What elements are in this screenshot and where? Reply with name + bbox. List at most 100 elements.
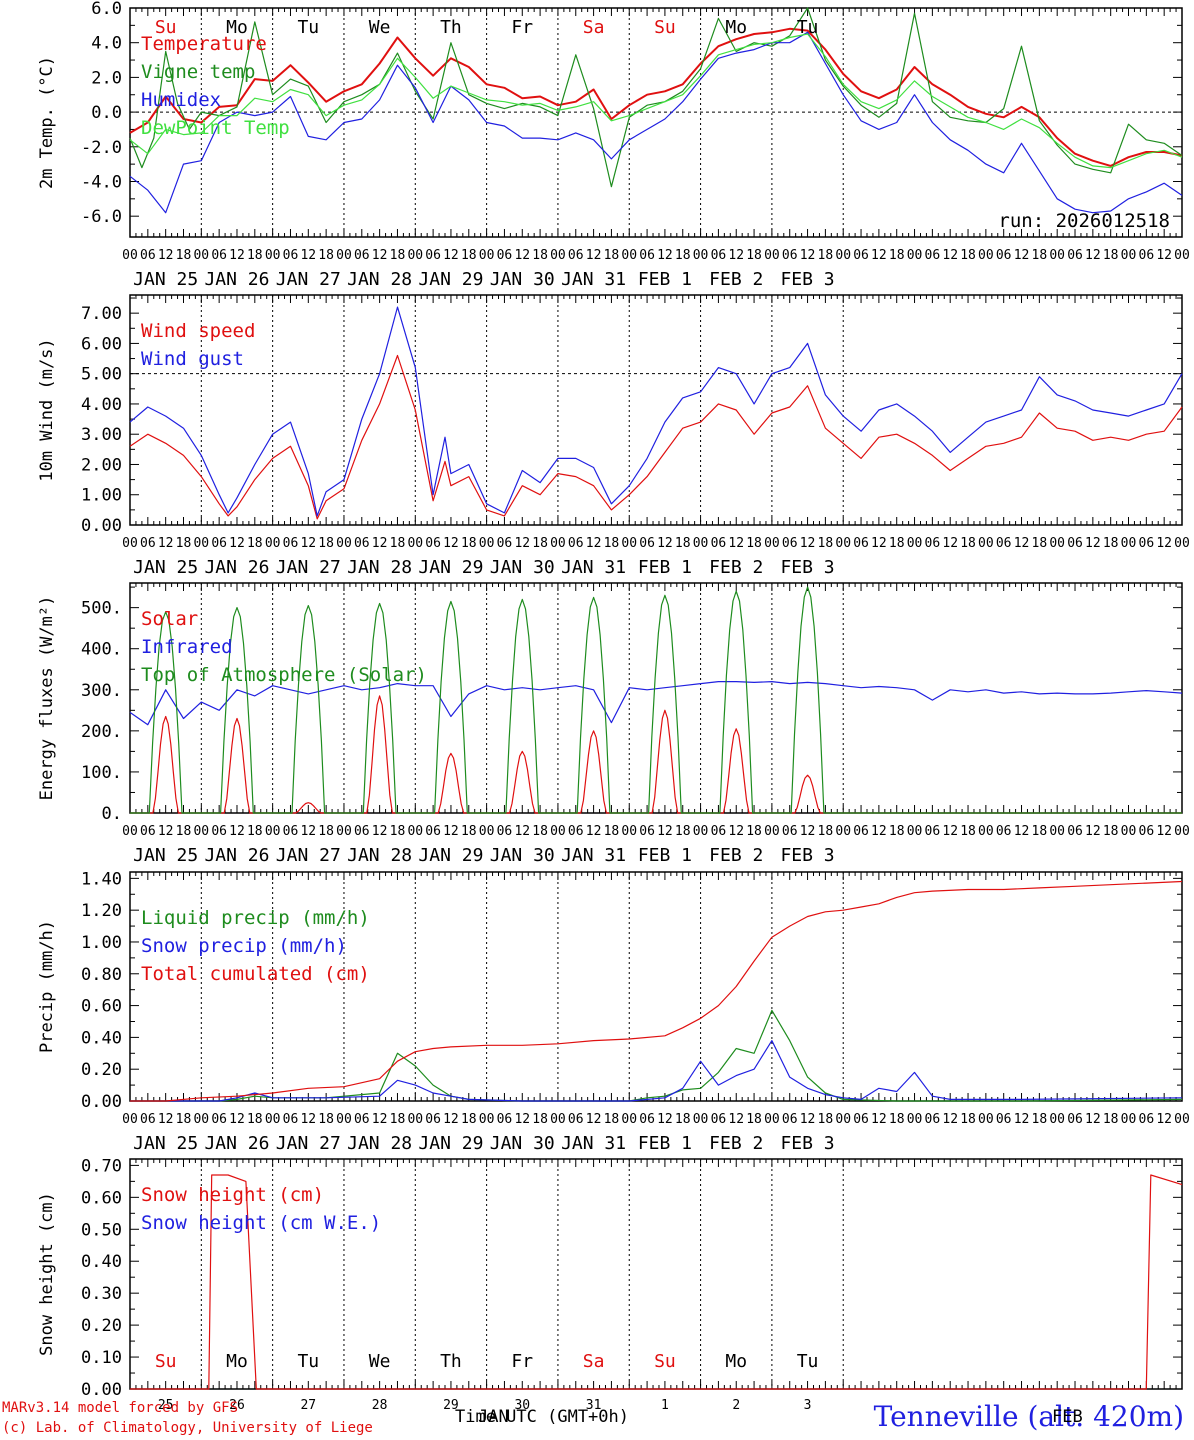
x-date-label: JAN 28 bbox=[347, 1133, 412, 1154]
x-hour-label: 18 bbox=[532, 248, 548, 263]
series-line bbox=[129, 354, 1183, 520]
x-hour-label: 18 bbox=[889, 248, 905, 263]
x-hour-label: 18 bbox=[604, 248, 620, 263]
y-tick-label: 0.00 bbox=[81, 1092, 122, 1112]
x-hour-label: 06 bbox=[568, 824, 584, 839]
x-day-number: 1 bbox=[661, 1398, 669, 1413]
credit-lab: (c) Lab. of Climatology, University of L… bbox=[2, 1420, 373, 1436]
weekday-label: Fr bbox=[511, 17, 533, 38]
x-hour-label: 18 bbox=[604, 536, 620, 551]
x-hour-label: 00 bbox=[1049, 536, 1065, 551]
x-hour-label: 12 bbox=[657, 248, 673, 263]
x-hour-label: 18 bbox=[390, 824, 406, 839]
x-hour-label: 18 bbox=[247, 248, 263, 263]
legend-label: Snow height (cm W.E.) bbox=[141, 1212, 381, 1234]
x-hour-label: 06 bbox=[425, 1112, 441, 1127]
x-hour-label: 06 bbox=[568, 248, 584, 263]
x-hour-label: 18 bbox=[461, 1112, 477, 1127]
x-date-label: JAN 27 bbox=[276, 557, 341, 578]
y-tick-label: 1.40 bbox=[81, 869, 122, 889]
x-hour-label: 00 bbox=[764, 248, 780, 263]
x-hour-label: 06 bbox=[853, 248, 869, 263]
x-hour-label: 06 bbox=[211, 1112, 227, 1127]
x-hour-label: 12 bbox=[300, 248, 316, 263]
x-hour-label: 06 bbox=[140, 248, 156, 263]
x-hour-label: 06 bbox=[1139, 1112, 1155, 1127]
y-tick-label: 0.70 bbox=[81, 1156, 122, 1176]
weekday-label: Su bbox=[654, 17, 676, 38]
y-tick-label: 0.60 bbox=[81, 997, 122, 1017]
legend-label: Temperature bbox=[141, 33, 267, 55]
weekday-label: Th bbox=[440, 17, 462, 38]
x-hour-label: 00 bbox=[764, 1112, 780, 1127]
weekday-label: Mo bbox=[725, 1351, 747, 1372]
x-hour-label: 00 bbox=[193, 536, 209, 551]
x-day-number: 29 bbox=[443, 1398, 459, 1413]
legend-label: Wind speed bbox=[141, 320, 255, 342]
x-hour-label: 18 bbox=[318, 1112, 334, 1127]
x-hour-label: 12 bbox=[158, 1112, 174, 1127]
x-date-label: FEB 2 bbox=[709, 845, 763, 866]
x-hour-label: 06 bbox=[140, 1112, 156, 1127]
y-axis-title: Energy fluxes (W/m²) bbox=[37, 596, 57, 801]
x-hour-label: 12 bbox=[372, 1112, 388, 1127]
x-hour-label: 12 bbox=[728, 248, 744, 263]
x-hour-label: 12 bbox=[443, 824, 459, 839]
x-hour-label: 00 bbox=[621, 824, 637, 839]
x-hour-label: 00 bbox=[621, 248, 637, 263]
x-hour-label: 06 bbox=[425, 248, 441, 263]
x-hour-label: 00 bbox=[550, 1112, 566, 1127]
x-hour-label: 06 bbox=[639, 536, 655, 551]
y-axis-title: Snow height (cm) bbox=[37, 1192, 57, 1356]
x-hour-label: 00 bbox=[550, 824, 566, 839]
x-hour-label: 06 bbox=[568, 1112, 584, 1127]
x-hour-label: 12 bbox=[1156, 248, 1172, 263]
x-hour-label: 12 bbox=[871, 248, 887, 263]
x-hour-label: 06 bbox=[1139, 824, 1155, 839]
x-hour-label: 06 bbox=[425, 536, 441, 551]
x-date-label: JAN 29 bbox=[418, 557, 483, 578]
x-hour-label: 00 bbox=[907, 1112, 923, 1127]
y-tick-label: 0. bbox=[102, 804, 122, 824]
x-hour-label: 18 bbox=[318, 824, 334, 839]
x-hour-label: 00 bbox=[1121, 536, 1137, 551]
legend-label: Total cumulated (cm) bbox=[141, 963, 370, 985]
x-hour-label: 06 bbox=[354, 1112, 370, 1127]
x-day-number: 28 bbox=[372, 1398, 388, 1413]
weekday-label: Mo bbox=[725, 17, 747, 38]
series-line bbox=[130, 1174, 1183, 1390]
y-tick-label: 4.0 bbox=[91, 34, 122, 54]
plot-frame bbox=[129, 7, 1183, 238]
x-hour-label: 12 bbox=[1156, 1112, 1172, 1127]
x-hour-label: 00 bbox=[336, 824, 352, 839]
x-hour-label: 12 bbox=[728, 1112, 744, 1127]
x-hour-label: 06 bbox=[639, 1112, 655, 1127]
x-hour-label: 18 bbox=[1103, 248, 1119, 263]
weekday-label: Fr bbox=[511, 1351, 533, 1372]
weekday-label: Tu bbox=[297, 17, 319, 38]
plot-frame bbox=[129, 582, 1183, 814]
x-date-label: JAN 28 bbox=[347, 845, 412, 866]
series-line bbox=[129, 31, 1183, 214]
x-date-label: JAN 25 bbox=[133, 557, 198, 578]
month-label-end: FEB bbox=[1052, 1407, 1083, 1427]
y-tick-label: 1.20 bbox=[81, 901, 122, 921]
x-hour-label: 00 bbox=[907, 248, 923, 263]
x-day-number: 30 bbox=[514, 1398, 530, 1413]
plot-frame bbox=[129, 294, 1183, 526]
x-hour-label: 12 bbox=[871, 1112, 887, 1127]
x-hour-label: 00 bbox=[479, 248, 495, 263]
legend-label: Solar bbox=[141, 608, 198, 630]
x-hour-label: 18 bbox=[675, 1112, 691, 1127]
series-line bbox=[129, 306, 1183, 517]
y-tick-label: 0.50 bbox=[81, 1220, 122, 1240]
x-hour-label: 12 bbox=[1085, 1112, 1101, 1127]
x-hour-label: 06 bbox=[782, 1112, 798, 1127]
x-hour-label: 12 bbox=[942, 248, 958, 263]
panel-3 bbox=[129, 582, 1183, 814]
weekday-label: Su bbox=[155, 1351, 177, 1372]
x-hour-label: 18 bbox=[1103, 824, 1119, 839]
y-tick-label: 0.20 bbox=[81, 1060, 122, 1080]
x-hour-label: 18 bbox=[818, 824, 834, 839]
